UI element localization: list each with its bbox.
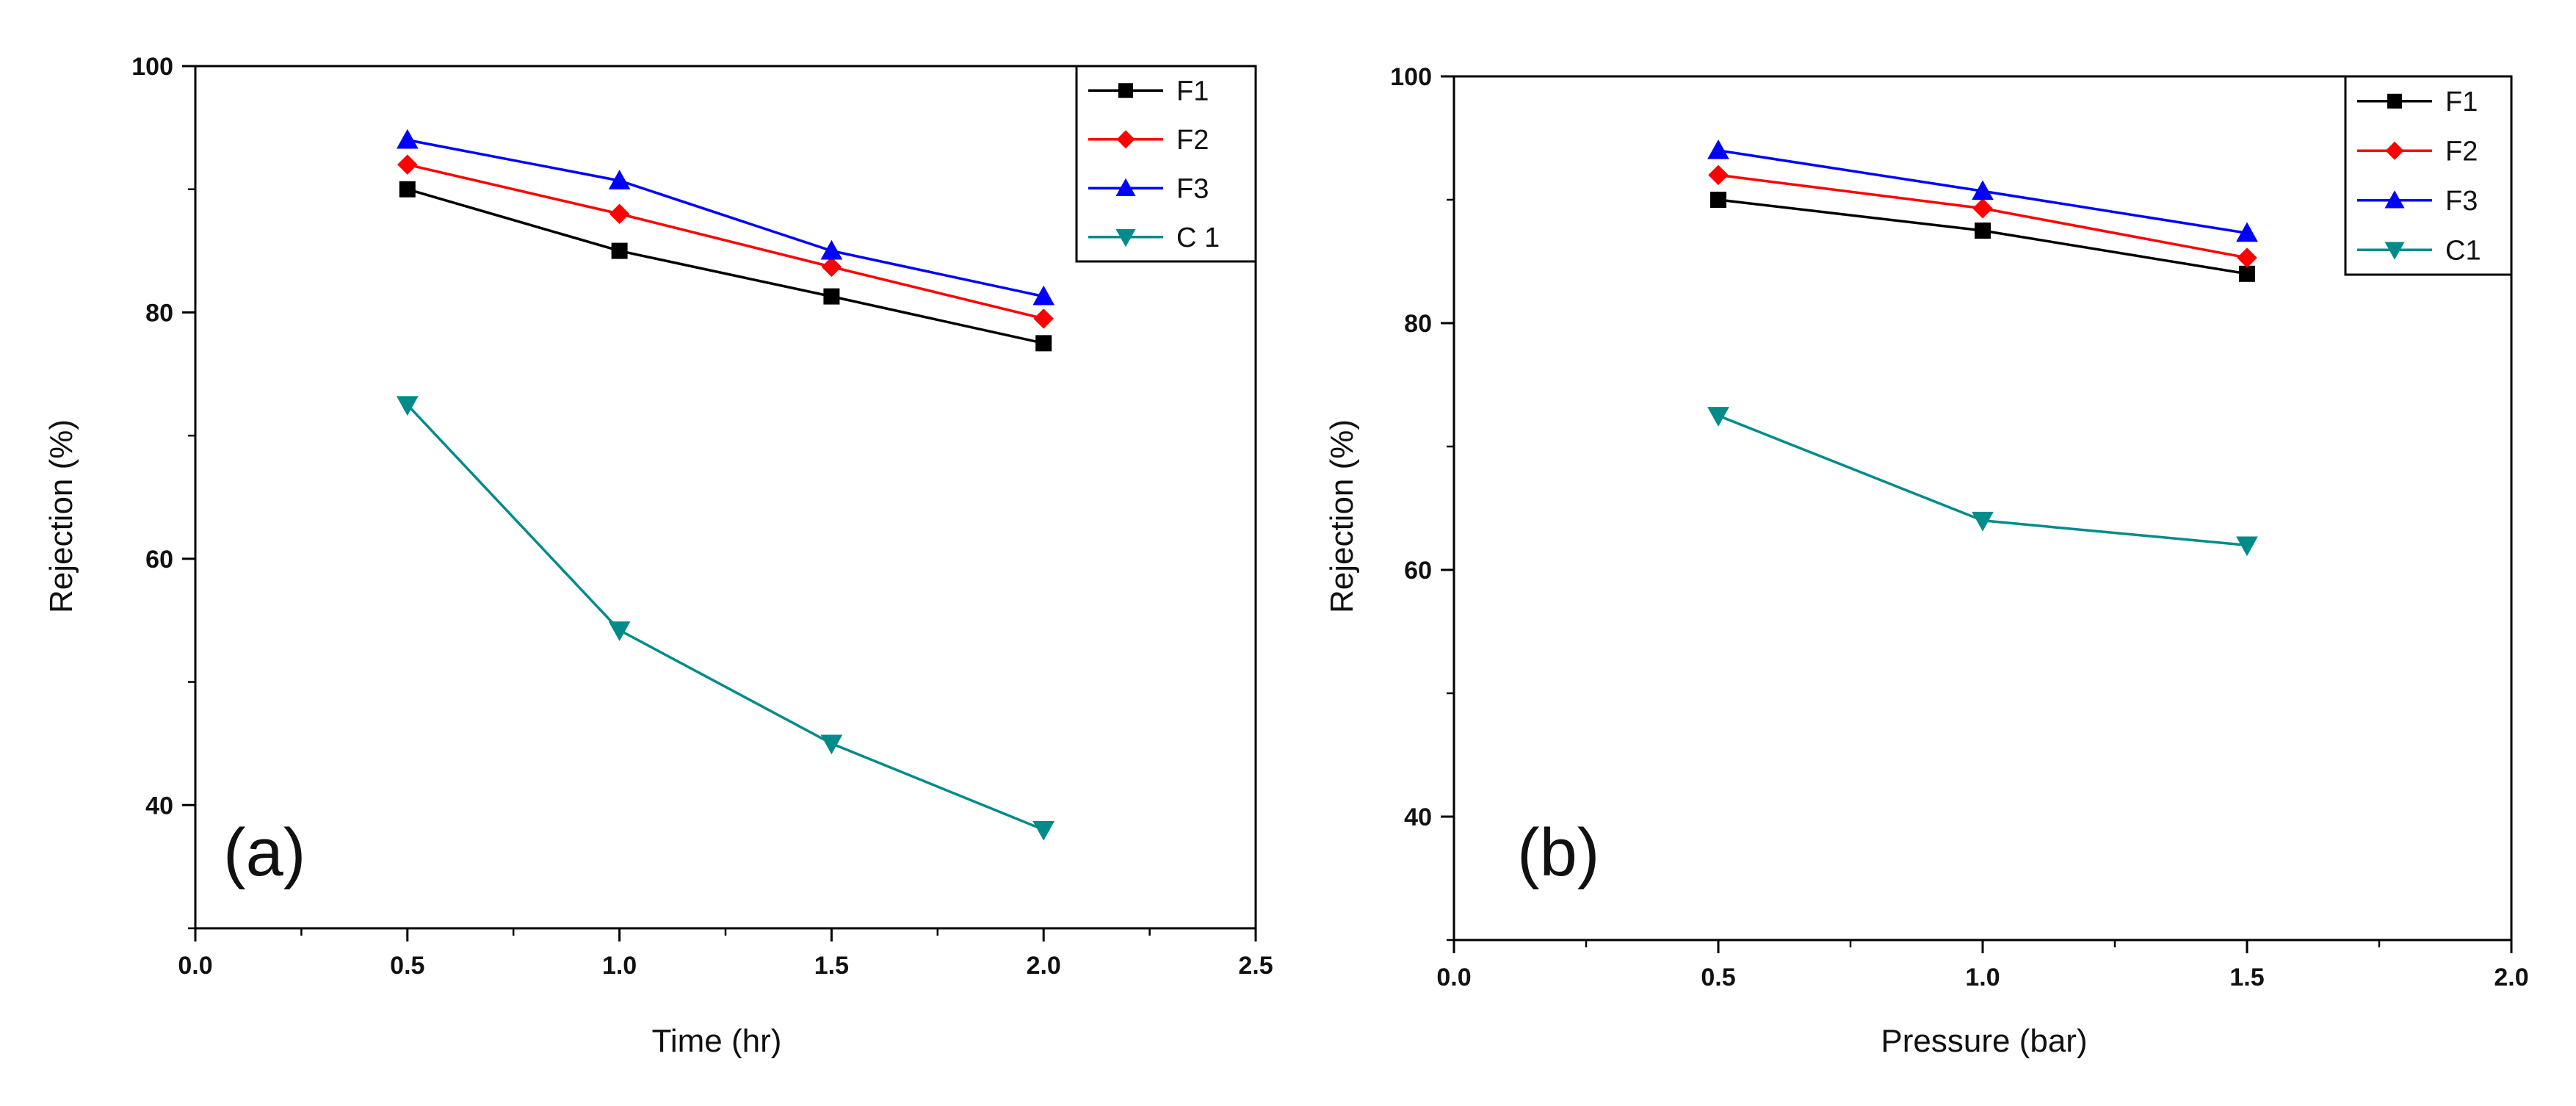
x-tick-label: 2.0 — [1027, 952, 1061, 980]
series-c1 — [1707, 407, 2258, 557]
marker-diamond — [1116, 130, 1135, 149]
marker-diamond — [2237, 247, 2257, 268]
marker-square — [1118, 83, 1133, 98]
legend-label: F3 — [2445, 186, 2478, 217]
marker-triangle-down — [2384, 242, 2405, 260]
marker-triangle-down — [2236, 536, 2258, 557]
marker-triangle-down — [396, 396, 419, 416]
x-tick-label: 1.5 — [2229, 964, 2264, 991]
marker-diamond — [1972, 198, 1993, 219]
chart-panel-b: Pressure (bar) Rejection (%) (b) 0.0 0.5 1… — [1324, 63, 2529, 1059]
marker-square — [823, 288, 840, 305]
y-tick-label: 80 — [1404, 310, 1432, 338]
marker-triangle-up — [1972, 180, 1994, 200]
marker-diamond — [821, 256, 842, 278]
chart-panel-a: Time (hr) Rejection (%) (a) 0.0 0.5 1.0 1.5… — [43, 53, 1273, 1059]
marker-triangle-up — [1032, 285, 1055, 306]
marker-square — [1975, 223, 1991, 239]
marker-triangle-up — [820, 239, 843, 260]
series-line — [406, 404, 1044, 831]
marker-triangle-up — [2236, 222, 2258, 242]
x-axis-title: Time (hr) — [652, 1023, 782, 1059]
legend-box — [2344, 75, 2513, 276]
series-line — [407, 138, 1044, 298]
x-tick-label: 0.5 — [390, 952, 424, 980]
marker-diamond — [397, 154, 418, 175]
y-axis-title: Rejection (%) — [1324, 419, 1360, 613]
marker-square — [2387, 93, 2402, 109]
x-tick-label: 2.5 — [1238, 952, 1273, 980]
legend: F1 F2 F3 C1 — [2344, 75, 2513, 276]
marker-triangle-down — [820, 734, 843, 755]
marker-triangle-down — [1115, 228, 1136, 247]
marker-triangle-up — [396, 129, 419, 149]
y-tick-label: 40 — [1404, 803, 1432, 831]
panel-label: (b) — [1517, 815, 1599, 890]
marker-square — [1035, 335, 1052, 352]
series-f2 — [1708, 165, 2257, 268]
marker-square — [611, 242, 628, 259]
x-tick-label: 0.0 — [178, 952, 212, 980]
marker-square — [399, 181, 416, 198]
y-tick-label: 100 — [1390, 63, 1432, 91]
x-axis-title: Pressure (bar) — [1881, 1023, 2087, 1059]
legend-label: F1 — [2445, 87, 2478, 118]
y-tick-label: 40 — [145, 792, 173, 820]
marker-triangle-up — [1115, 178, 1136, 197]
series-line — [407, 188, 1044, 345]
series-f1 — [399, 181, 1052, 352]
marker-triangle-down — [608, 621, 631, 641]
legend-label: C 1 — [1176, 223, 1220, 253]
marker-triangle-down — [1032, 820, 1055, 841]
series-f3 — [1707, 139, 2258, 242]
series-f3 — [396, 129, 1055, 306]
y-tick-label: 60 — [1404, 557, 1432, 585]
x-tick-label: 0.5 — [1701, 964, 1735, 991]
legend-label: F2 — [2445, 136, 2478, 167]
legend-label: F2 — [1176, 125, 1209, 156]
series-line — [407, 163, 1044, 320]
x-tick-label: 0.0 — [1436, 964, 1471, 991]
marker-diamond — [1033, 308, 1054, 329]
panel-label: (a) — [223, 815, 305, 890]
marker-triangle-up — [2384, 190, 2405, 209]
legend-label: C1 — [2445, 235, 2481, 266]
y-axis-title: Rejection (%) — [43, 419, 79, 613]
legend-label: F3 — [1176, 173, 1209, 204]
marker-triangle-down — [1707, 407, 1729, 427]
x-tick-label: 1.0 — [1965, 964, 2000, 991]
x-tick-label: 1.0 — [602, 952, 637, 980]
marker-diamond — [2385, 141, 2404, 160]
series-f2 — [397, 154, 1054, 329]
y-tick-label: 100 — [131, 53, 173, 81]
x-tick-label: 2.0 — [2494, 964, 2528, 991]
x-tick-label: 1.5 — [814, 952, 849, 980]
y-tick-label: 80 — [145, 299, 173, 327]
marker-square — [1710, 192, 1726, 208]
marker-diamond — [609, 203, 630, 225]
legend-box — [1075, 65, 1257, 263]
y-tick-label: 60 — [145, 546, 173, 574]
marker-square — [2239, 265, 2255, 282]
series-f1 — [1710, 192, 2255, 282]
legend: F1 F2 F3 C 1 — [1075, 65, 1257, 263]
series-c1 — [396, 396, 1055, 841]
marker-triangle-down — [1972, 511, 1994, 532]
legend-label: F1 — [1176, 76, 1209, 106]
marker-triangle-up — [1707, 139, 1729, 159]
marker-triangle-up — [608, 170, 631, 189]
marker-diamond — [1708, 165, 1729, 186]
